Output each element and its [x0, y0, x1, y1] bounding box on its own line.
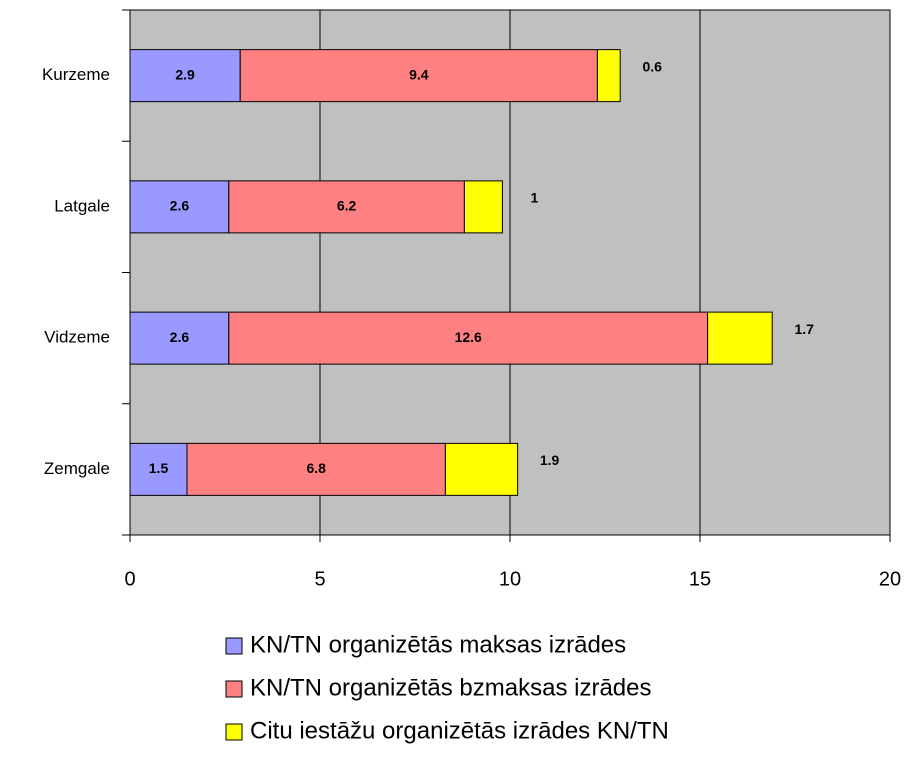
data-label: 1.9 — [540, 452, 560, 468]
data-label: 1.5 — [149, 460, 169, 476]
data-label: 6.8 — [306, 460, 326, 476]
legend-swatch — [225, 637, 243, 655]
legend-label: Citu iestāžu organizētās izrādes KN/TN — [250, 717, 669, 744]
data-label: 2.6 — [170, 198, 190, 214]
data-label: 1 — [531, 190, 539, 206]
y-tick-label: Zemgale — [44, 459, 110, 478]
bar-segment — [129, 180, 230, 234]
bar-segment — [444, 442, 519, 496]
data-label: 1.7 — [794, 321, 814, 337]
bar-segment — [463, 180, 503, 234]
bar-segment — [228, 311, 709, 365]
bar-segment — [186, 442, 446, 496]
bar-segment — [228, 180, 465, 234]
bar-segment — [129, 311, 230, 365]
x-tick-label: 0 — [124, 568, 135, 590]
x-tick-label: 5 — [314, 568, 325, 590]
data-label: 2.6 — [170, 329, 190, 345]
y-tick-label: Latgale — [54, 196, 110, 215]
bar-segment — [239, 49, 598, 103]
y-tick-label: Kurzeme — [42, 65, 110, 84]
legend-swatch — [225, 680, 243, 698]
data-label: 2.9 — [175, 66, 195, 82]
data-label: 6.2 — [337, 198, 357, 214]
y-tick-label: Vidzeme — [44, 328, 110, 347]
x-tick-label: 15 — [689, 568, 711, 590]
bar-segment — [707, 311, 773, 365]
data-label: 12.6 — [455, 329, 482, 345]
legend-label: KN/TN organizētās bzmaksas izrādes — [250, 674, 651, 701]
data-label: 9.4 — [409, 66, 429, 82]
x-tick-label: 20 — [879, 568, 901, 590]
bar-segment — [596, 49, 621, 103]
x-tick-label: 10 — [499, 568, 521, 590]
data-label: 0.6 — [642, 58, 662, 74]
legend-label: KN/TN organizētās maksas izrādes — [250, 631, 626, 658]
legend-swatch — [225, 723, 243, 741]
bar-segment — [129, 49, 241, 103]
